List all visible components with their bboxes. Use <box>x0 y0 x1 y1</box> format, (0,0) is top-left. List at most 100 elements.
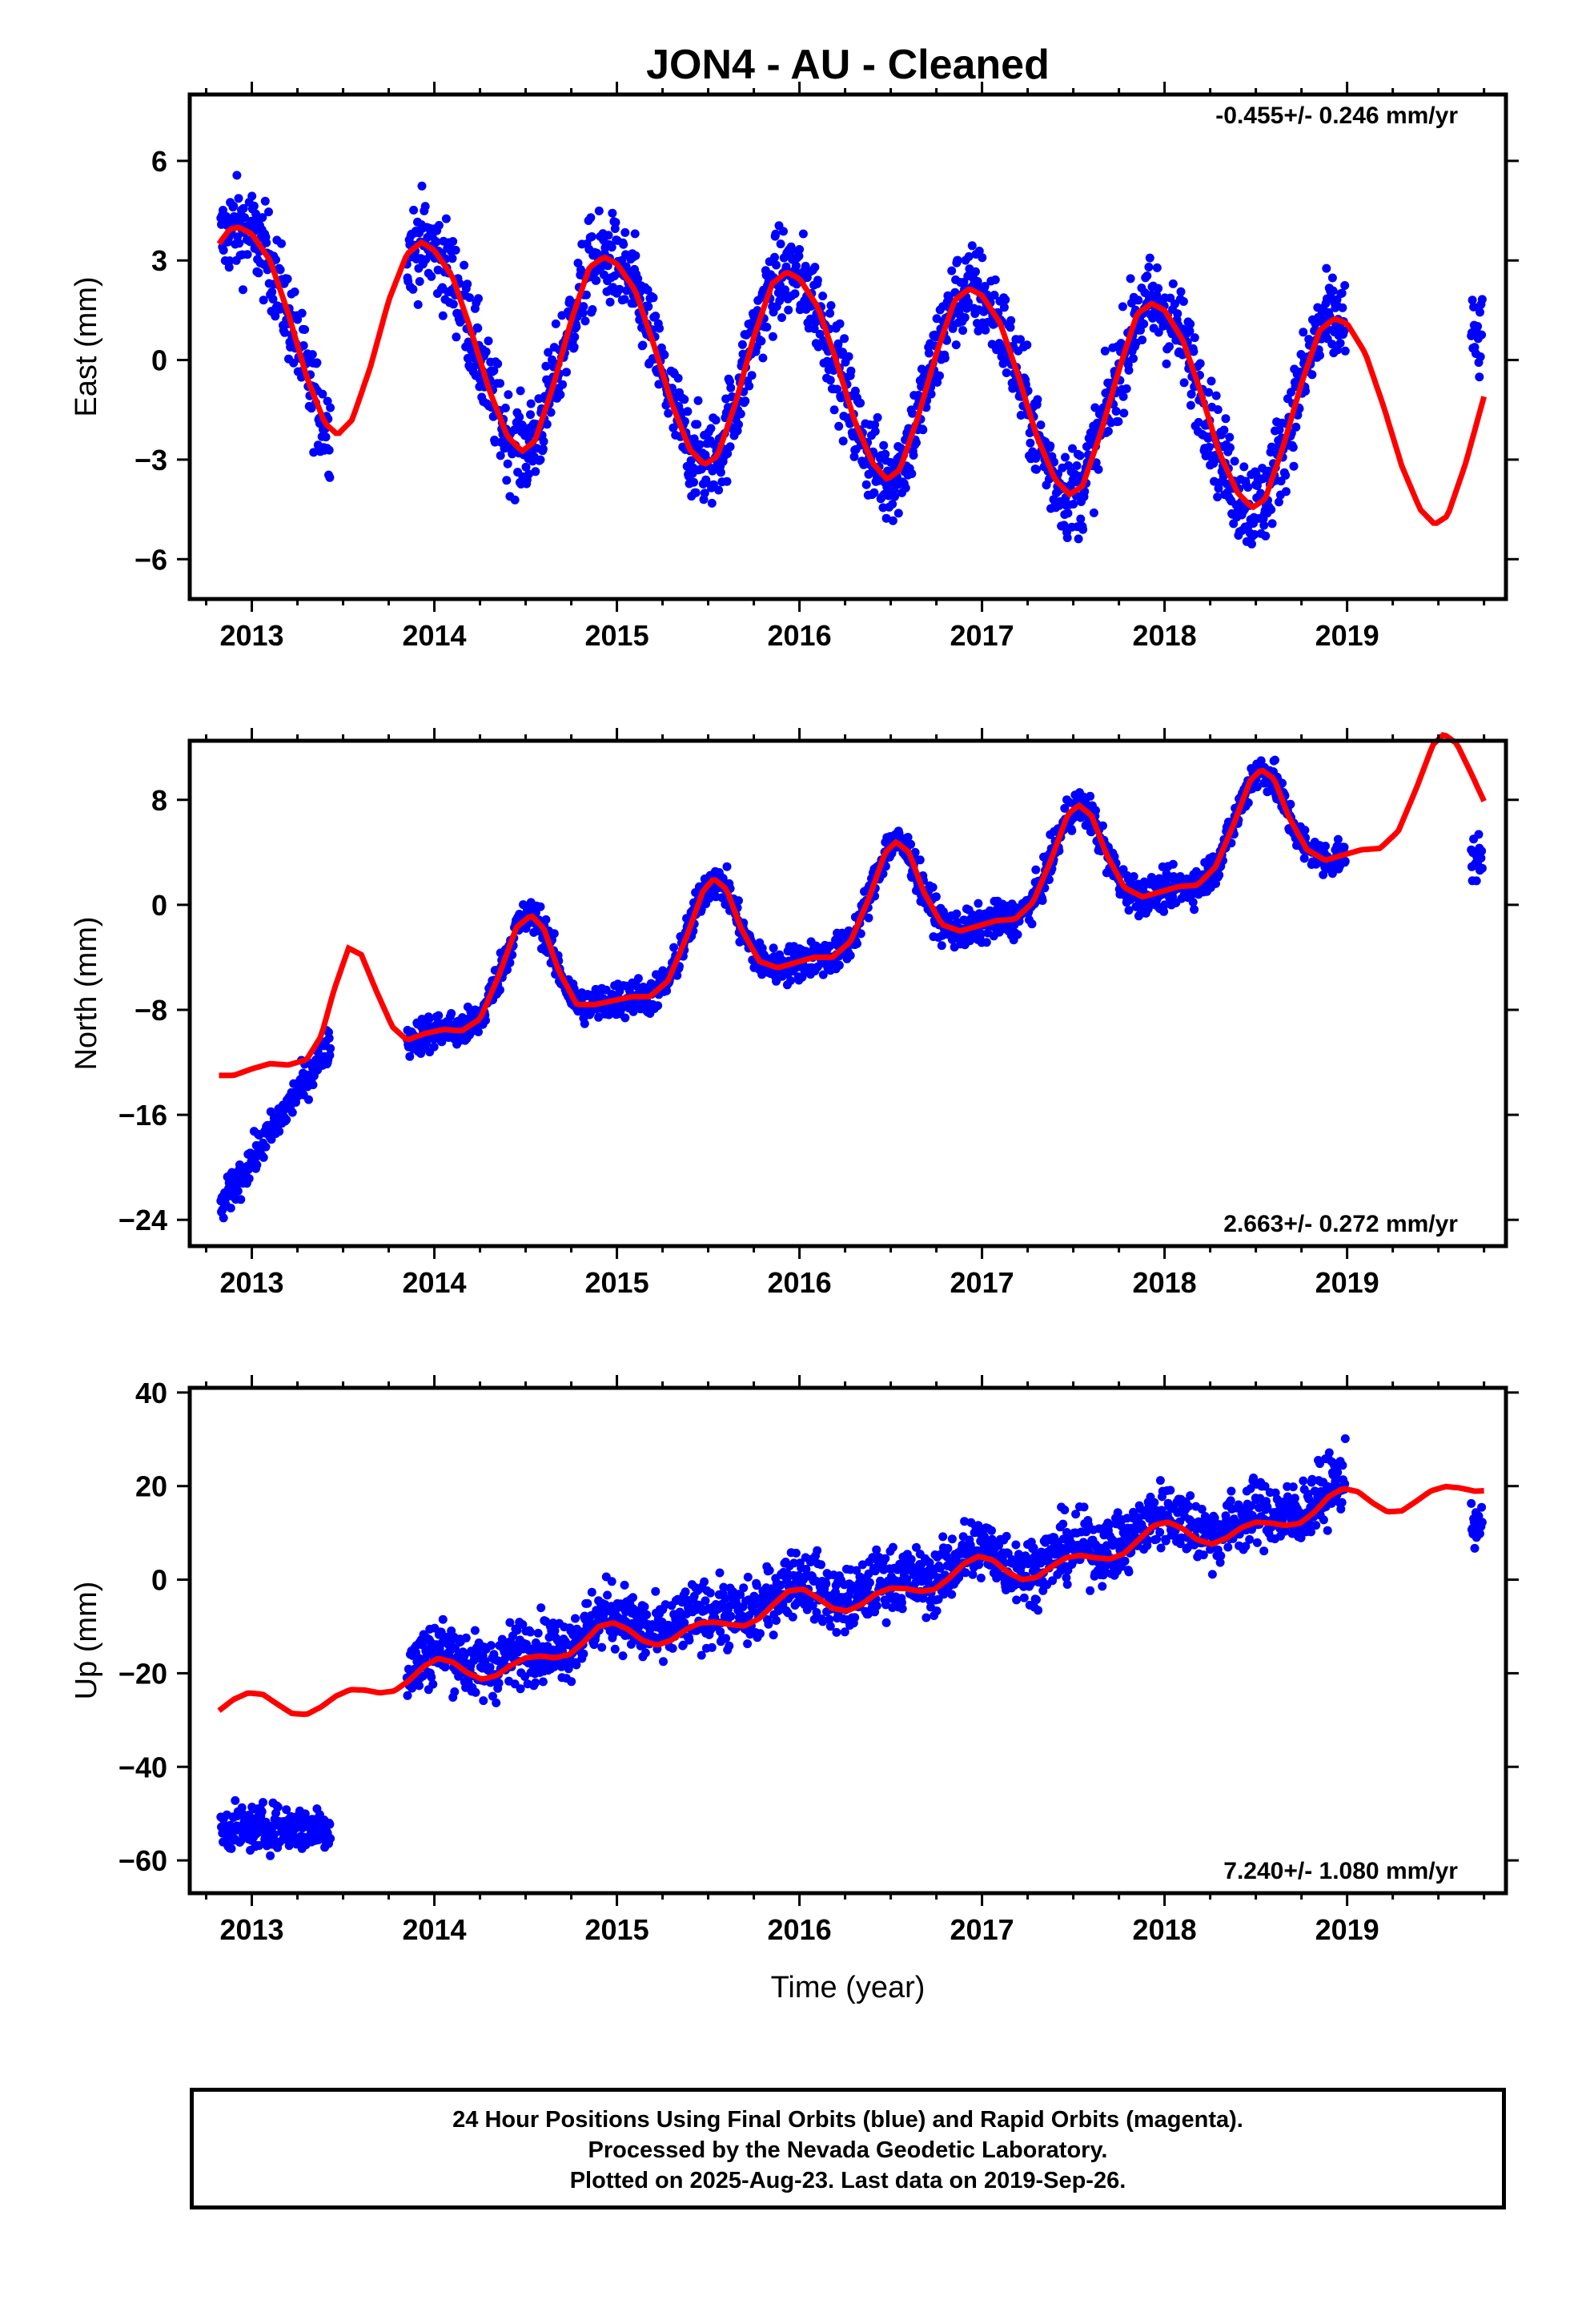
observation-point <box>628 1593 637 1602</box>
observation-point <box>881 513 891 523</box>
observation-point <box>958 326 968 336</box>
observation-point <box>1086 791 1095 801</box>
observation-point <box>1239 462 1249 472</box>
observation-point <box>907 469 917 478</box>
observation-point <box>1328 286 1338 296</box>
observation-point <box>304 1095 313 1104</box>
observation-point <box>267 287 277 297</box>
observation-point <box>240 213 250 223</box>
observation-point <box>982 938 991 947</box>
x-tick-label: 2014 <box>402 1266 466 1299</box>
observation-point <box>1321 842 1330 850</box>
observation-point <box>1168 279 1178 288</box>
observation-point <box>1477 330 1487 340</box>
observation-point <box>1114 416 1123 426</box>
observation-point <box>1126 274 1135 283</box>
observation-point <box>597 1642 607 1652</box>
observation-point <box>227 1844 236 1853</box>
observation-point <box>257 1807 267 1816</box>
observation-point <box>640 1602 649 1611</box>
north-panel: −24−16−808 2013 2014 2015 2016 2017 2018 2019 … <box>70 728 1519 1299</box>
observation-point <box>408 284 418 294</box>
x-tick-label: 2018 <box>1133 1266 1197 1299</box>
observation-point <box>701 1596 710 1606</box>
observation-point <box>434 220 444 230</box>
observation-point <box>1075 451 1085 460</box>
observation-point <box>845 951 855 960</box>
observation-point <box>630 229 640 239</box>
observation-point <box>283 274 292 283</box>
observation-point <box>912 438 921 448</box>
observation-point <box>821 1579 831 1589</box>
observation-point <box>743 1639 753 1649</box>
observation-point <box>275 1127 284 1136</box>
observation-point <box>275 265 285 275</box>
observation-point <box>287 1108 297 1117</box>
observation-point <box>318 389 327 399</box>
observation-point <box>715 1568 725 1578</box>
observation-point <box>1173 309 1182 319</box>
observation-point <box>289 358 299 368</box>
observation-point <box>707 1642 717 1652</box>
observation-point <box>592 275 601 285</box>
observation-point <box>415 1681 424 1691</box>
observation-point <box>1138 336 1147 344</box>
observation-point <box>473 324 483 333</box>
observation-point <box>1001 295 1010 304</box>
observation-point <box>1338 303 1347 312</box>
observation-point <box>556 390 565 400</box>
x-tick-label: 2013 <box>219 1266 283 1299</box>
observation-point <box>734 896 743 906</box>
observation-point <box>450 1687 460 1696</box>
observation-point <box>772 260 781 270</box>
observation-point <box>737 340 747 349</box>
observation-point <box>810 263 820 272</box>
observation-point <box>258 213 267 223</box>
observation-point <box>264 207 273 217</box>
observation-point <box>324 445 334 455</box>
observation-point <box>562 368 571 377</box>
observation-point <box>726 1611 736 1621</box>
observation-point <box>716 468 725 477</box>
observation-point <box>1340 346 1350 356</box>
observation-point <box>581 290 591 300</box>
observation-point <box>745 381 754 391</box>
observation-point <box>834 421 844 431</box>
observation-point <box>1315 351 1324 360</box>
observation-point <box>1098 821 1107 830</box>
observation-point <box>588 305 597 314</box>
observation-point <box>293 315 303 324</box>
observation-point <box>909 451 918 460</box>
observation-point <box>484 336 493 346</box>
x-tick-label: 2015 <box>585 1266 649 1299</box>
observation-point <box>769 943 778 953</box>
observation-point <box>1289 461 1299 471</box>
observation-point <box>1119 408 1129 418</box>
observation-point <box>757 336 766 346</box>
observation-point <box>273 1802 283 1811</box>
observation-point <box>768 332 777 341</box>
x-tick-label: 2013 <box>219 619 283 652</box>
observation-point <box>615 284 624 294</box>
observation-point <box>1259 521 1269 530</box>
observation-point <box>680 395 689 404</box>
observation-point <box>669 943 679 952</box>
observation-point <box>960 313 970 322</box>
observation-point <box>604 231 613 240</box>
observation-point <box>781 285 790 295</box>
observation-point <box>516 1684 525 1694</box>
observation-point <box>619 239 628 249</box>
observation-point <box>978 253 987 263</box>
observation-point <box>973 277 982 286</box>
observation-point <box>538 444 548 454</box>
north-y-tick-labels: −24−16−808 <box>118 784 167 1236</box>
y-tick-label: −6 <box>135 543 167 576</box>
observation-point <box>794 251 804 261</box>
observation-point <box>1261 531 1271 541</box>
observation-point <box>611 218 620 227</box>
observation-point <box>583 1598 592 1608</box>
observation-point <box>526 1627 535 1637</box>
observation-point <box>226 1204 235 1212</box>
observation-point <box>1067 826 1077 835</box>
